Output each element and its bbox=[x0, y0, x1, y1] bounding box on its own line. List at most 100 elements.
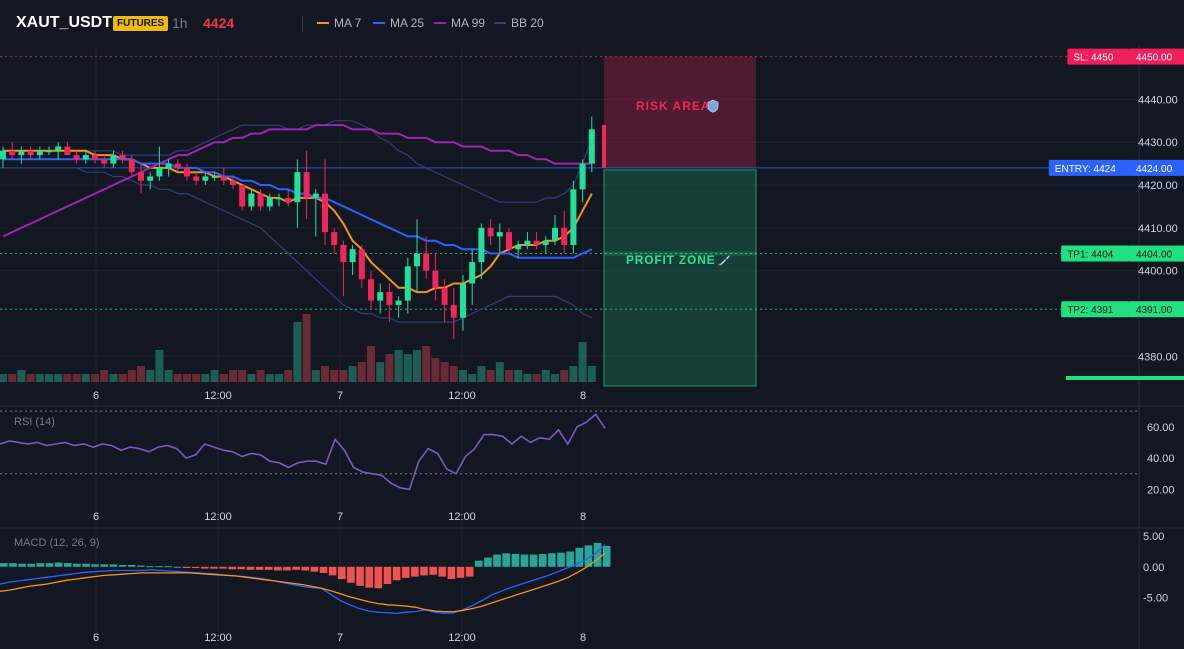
macd-histogram-bar bbox=[283, 566, 291, 571]
volume-bar bbox=[348, 366, 357, 382]
macd-tick-label: 5.00 bbox=[1143, 531, 1164, 543]
candle-body bbox=[386, 292, 393, 305]
level-price-tag bbox=[1129, 301, 1184, 318]
macd-histogram-bar bbox=[502, 553, 511, 567]
volume-bar bbox=[376, 362, 385, 382]
macd-histogram-bar bbox=[100, 564, 109, 567]
macd-histogram-bar bbox=[328, 566, 337, 576]
legend-ma99[interactable]: MA 99 bbox=[434, 16, 485, 30]
candle-body bbox=[524, 240, 531, 245]
trade-zones: RISK AREA PROFIT ZONE bbox=[603, 56, 1184, 387]
volume-bar bbox=[505, 370, 513, 382]
macd-histogram-bar bbox=[548, 553, 556, 567]
legend-bb20[interactable]: BB 20 bbox=[494, 16, 544, 30]
macd-histogram-bar bbox=[219, 566, 227, 569]
volume-bar bbox=[256, 370, 265, 382]
time-tick-label: 12:00 bbox=[448, 511, 476, 523]
candle-body bbox=[46, 150, 52, 153]
last-price: 4424 bbox=[203, 15, 235, 31]
rsi-pane: RSI (14) 60.00 40.00 20.00 bbox=[0, 410, 1175, 496]
macd-signal-line bbox=[0, 552, 606, 613]
price-levels bbox=[0, 56, 1139, 310]
macd-histogram-bar bbox=[82, 563, 90, 567]
volume-bar bbox=[100, 370, 109, 382]
rsi-tick-label: 20.00 bbox=[1147, 484, 1175, 496]
legend-ma7-label: MA 7 bbox=[334, 16, 362, 30]
time-tick-label: 8 bbox=[580, 511, 586, 523]
macd-histogram-bar bbox=[383, 566, 392, 584]
candle-body bbox=[395, 300, 402, 305]
volume-bar bbox=[164, 370, 173, 382]
volume-bar bbox=[367, 346, 375, 382]
candle-body bbox=[469, 262, 476, 284]
candle-body bbox=[377, 292, 384, 301]
macd-histogram-bar bbox=[210, 566, 218, 569]
ma99-swatch-icon bbox=[434, 22, 446, 24]
risk-area-label: RISK AREA bbox=[636, 99, 711, 113]
volume-bars bbox=[0, 314, 596, 382]
volume-bar bbox=[459, 370, 467, 382]
symbol-title[interactable]: XAUT_USDT bbox=[16, 14, 113, 31]
candle-body bbox=[552, 227, 558, 241]
time-axis: 6 12:00 7 12:00 8 6 12:00 7 12:00 8 6 12:00 7 12:00 8 bbox=[93, 390, 586, 644]
rsi-title: RSI (14) bbox=[14, 416, 55, 428]
volume-bar bbox=[219, 374, 228, 382]
time-tick-label: 8 bbox=[580, 632, 586, 644]
macd-histogram-bar bbox=[191, 566, 200, 569]
candle-body bbox=[9, 150, 16, 156]
macd-histogram-bar bbox=[18, 563, 26, 567]
volume-bar bbox=[137, 366, 145, 382]
legend-ma7[interactable]: MA 7 bbox=[317, 16, 361, 30]
live-price-marker bbox=[602, 125, 606, 168]
volume-bar bbox=[0, 374, 7, 382]
macd-line bbox=[0, 544, 606, 615]
volume-bar bbox=[486, 370, 495, 382]
level-tag-tp bbox=[1061, 245, 1129, 262]
volume-bar bbox=[587, 366, 596, 382]
candle-body bbox=[230, 180, 236, 186]
volume-bar bbox=[8, 374, 17, 382]
macd-histogram-bar bbox=[182, 566, 191, 569]
macd-histogram-bar bbox=[593, 542, 602, 567]
time-tick-label: 6 bbox=[93, 511, 99, 523]
candle-body bbox=[220, 176, 227, 181]
candle-body bbox=[496, 232, 503, 237]
macd-histogram-bar bbox=[200, 566, 209, 569]
profit-zone-box[interactable] bbox=[603, 169, 757, 387]
macd-histogram-bar bbox=[529, 554, 538, 567]
macd-histogram-bar bbox=[566, 551, 574, 567]
legend-ma25[interactable]: MA 25 bbox=[373, 16, 424, 30]
candle-body bbox=[92, 155, 98, 160]
macd-histogram-bar bbox=[538, 553, 547, 567]
ma25-swatch-icon bbox=[373, 22, 385, 24]
ma7-swatch-icon bbox=[317, 22, 329, 24]
volume-bar bbox=[440, 362, 449, 382]
macd-histogram-bar bbox=[27, 563, 36, 567]
candle-body bbox=[358, 249, 365, 280]
rsi-tick-label: 60.00 bbox=[1147, 422, 1175, 434]
candle-body bbox=[542, 240, 549, 245]
volume-bar bbox=[63, 374, 72, 382]
level-price-tag bbox=[1129, 245, 1184, 262]
macd-pane: MACD (12, 26, 9) 5.00 0.00 -5.00 bbox=[0, 531, 1168, 615]
macd-histogram-bar bbox=[9, 563, 17, 567]
macd-histogram-bar bbox=[429, 566, 437, 575]
macd-histogram-bar bbox=[164, 566, 173, 568]
volume-bar bbox=[229, 370, 237, 382]
legend-ma99-label: MA 99 bbox=[451, 16, 486, 30]
risk-area-zone[interactable] bbox=[604, 56, 756, 168]
level-tag-label: TP1: 4404 bbox=[1067, 250, 1114, 261]
timeframe-selector[interactable]: 1h bbox=[172, 15, 188, 31]
time-tick-label: 8 bbox=[580, 390, 586, 402]
macd-histogram-bar bbox=[155, 566, 163, 568]
macd-histogram-bar bbox=[264, 566, 273, 570]
candle-body bbox=[331, 232, 338, 245]
macd-histogram-bar bbox=[575, 547, 584, 567]
volume-bar bbox=[201, 374, 210, 382]
macd-histogram-bar bbox=[54, 562, 63, 567]
volume-bar bbox=[569, 366, 578, 382]
macd-histogram-bar bbox=[36, 563, 45, 567]
candle-body bbox=[441, 287, 448, 305]
time-tick-label: 7 bbox=[337, 511, 343, 523]
